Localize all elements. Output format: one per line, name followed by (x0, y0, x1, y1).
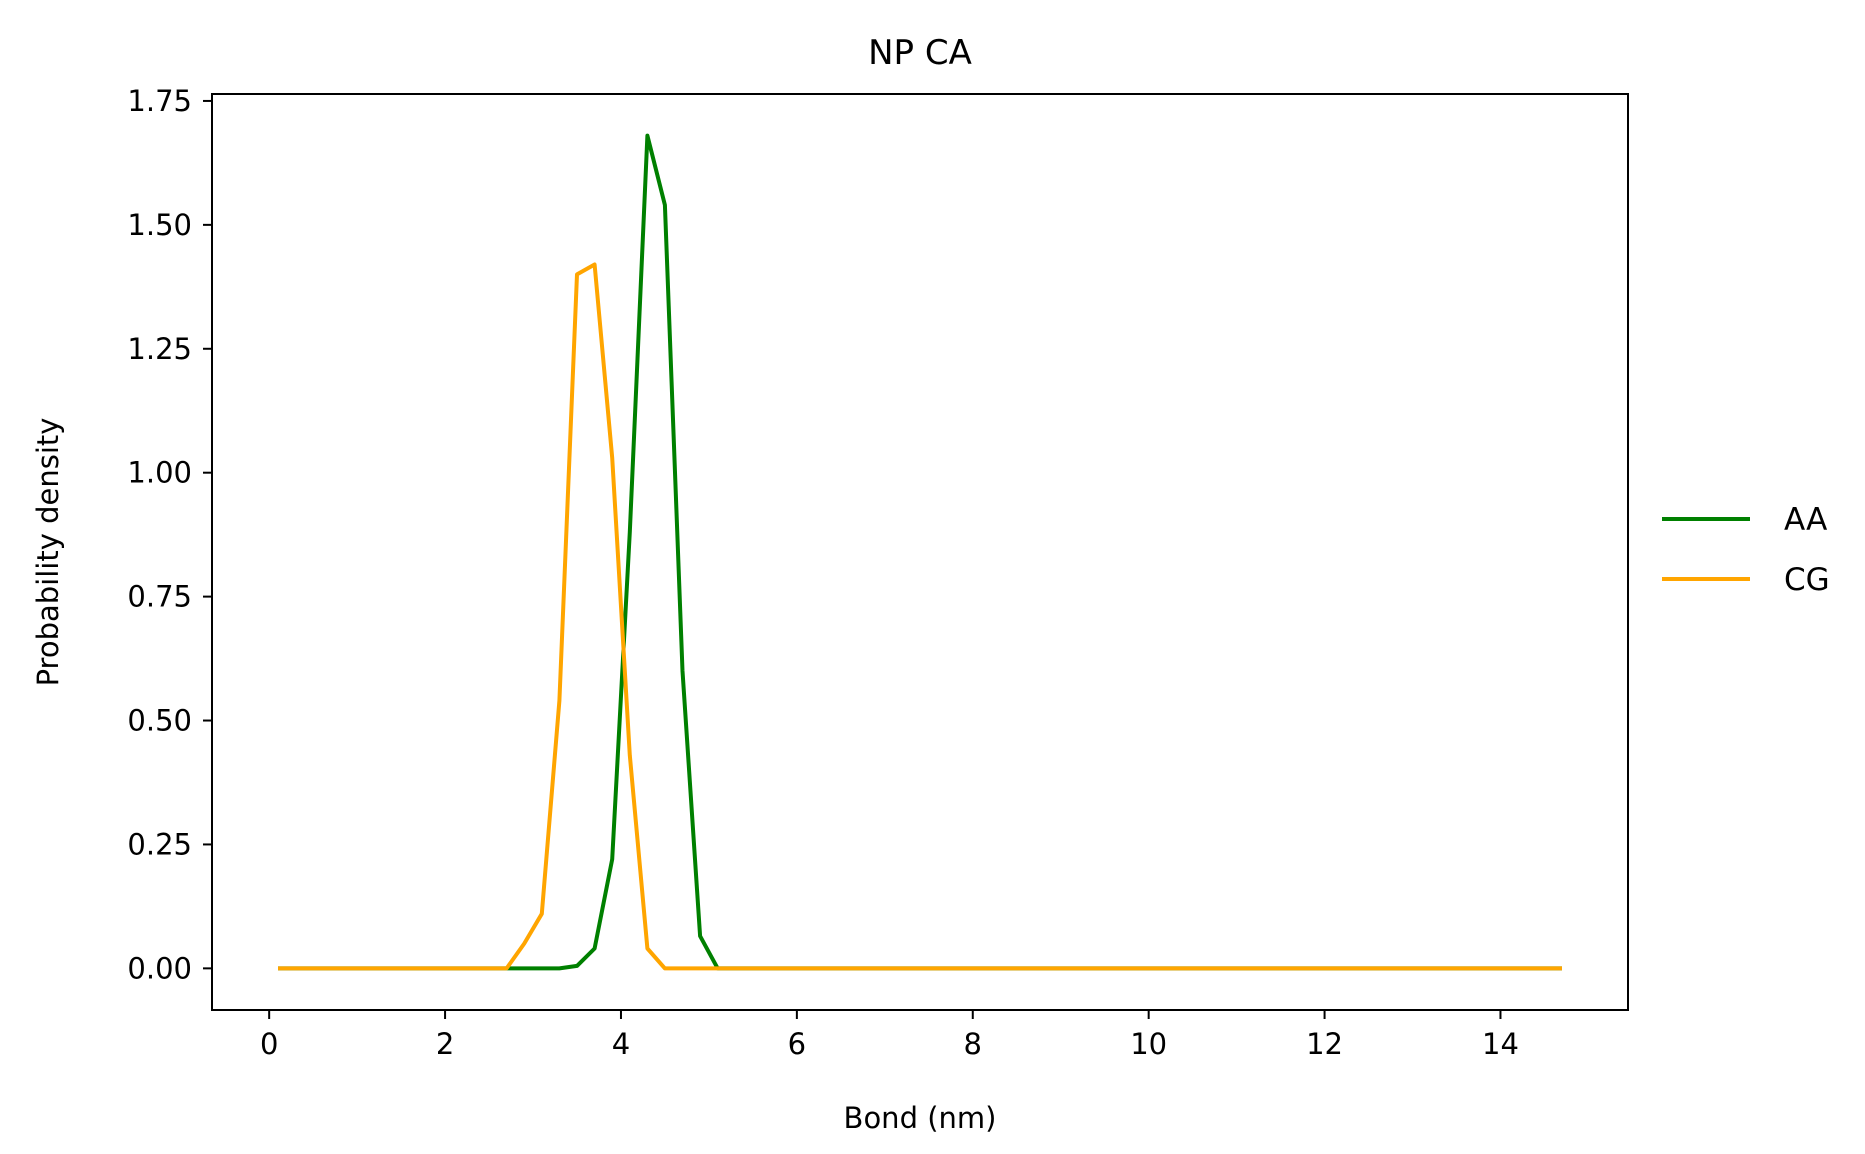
x-axis-ticks: 0 2 4 6 8 10 12 14 (260, 1010, 1519, 1061)
y-tick-label: 0.25 (127, 827, 192, 861)
series-lines (278, 133, 1562, 971)
series-line-cg (278, 262, 1562, 971)
x-tick-label: 8 (964, 1027, 982, 1061)
x-tick-label: 14 (1482, 1027, 1519, 1061)
legend-item-cg: CG (1662, 562, 1830, 598)
legend-label: AA (1784, 502, 1827, 538)
x-axis-label: Bond (nm) (844, 1101, 997, 1135)
x-tick-label: 10 (1130, 1027, 1167, 1061)
legend-label: CG (1784, 562, 1830, 598)
axes-frame (211, 93, 1629, 1011)
y-tick-label: 0.75 (127, 580, 192, 614)
x-tick-label: 0 (260, 1027, 278, 1061)
y-axis-label: Probability density (31, 418, 65, 687)
chart-title: NP CA (868, 33, 972, 73)
plot-area (211, 93, 1629, 1011)
legend: AA CG (1662, 502, 1830, 598)
y-tick-label: 1.00 (127, 456, 192, 490)
x-tick-label: 2 (436, 1027, 454, 1061)
x-tick-label: 4 (612, 1027, 630, 1061)
x-tick-label: 6 (788, 1027, 806, 1061)
y-tick-label: 0.50 (127, 704, 192, 738)
y-tick-label: 1.50 (127, 208, 192, 242)
y-tick-label: 0.00 (127, 951, 192, 985)
x-tick-label: 12 (1306, 1027, 1343, 1061)
y-axis-ticks: 0.00 0.25 0.50 0.75 1.00 1.25 1.50 1.75 (127, 84, 212, 985)
y-tick-label: 1.75 (127, 84, 192, 118)
y-tick-label: 1.25 (127, 332, 192, 366)
legend-item-aa: AA (1662, 502, 1827, 538)
